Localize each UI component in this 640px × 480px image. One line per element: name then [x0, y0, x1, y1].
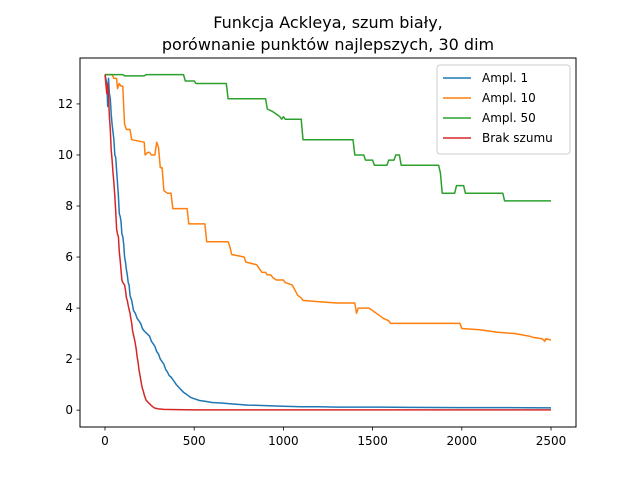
series-line-3: [104, 74, 551, 411]
legend-label-0: Ampl. 1: [482, 71, 528, 85]
x-axis: 0 500 1000 1500 2000 2500: [101, 427, 566, 448]
chart-title-line2: porównanie punktów najlepszych, 30 dim: [162, 35, 494, 54]
series-line-2: [105, 73, 551, 202]
y-tick-label-5: 10: [58, 148, 73, 162]
series-layer: [104, 73, 552, 411]
plot-frame: [79, 57, 577, 428]
y-tick-label-4: 8: [65, 199, 73, 213]
y-axis: 0 2 4 6 8 10 12: [58, 97, 80, 417]
series-line-1: [105, 73, 552, 343]
x-tick-label-0: 0: [101, 434, 109, 448]
y-tick-label-2: 4: [65, 301, 73, 315]
series-line-0: [104, 74, 552, 409]
legend-label-2: Ampl. 50: [482, 111, 536, 125]
legend-box: [436, 64, 571, 155]
x-tick-label-5: 2500: [536, 434, 567, 448]
x-tick-label-4: 2000: [447, 434, 478, 448]
y-tick-label-0: 0: [65, 403, 73, 417]
x-tick-label-3: 1500: [357, 434, 388, 448]
legend: Ampl. 1 Ampl. 10 Ampl. 50 Brak szumu: [436, 64, 571, 155]
x-tick-label-1: 500: [183, 434, 206, 448]
chart-title-line1: Funkcja Ackleya, szum biały,: [213, 13, 443, 32]
x-tick-label-2: 1000: [268, 434, 299, 448]
y-tick-label-6: 12: [58, 97, 73, 111]
y-tick-label-1: 2: [65, 352, 73, 366]
legend-label-1: Ampl. 10: [482, 91, 536, 105]
legend-label-3: Brak szumu: [482, 131, 553, 145]
y-tick-label-3: 6: [65, 250, 73, 264]
